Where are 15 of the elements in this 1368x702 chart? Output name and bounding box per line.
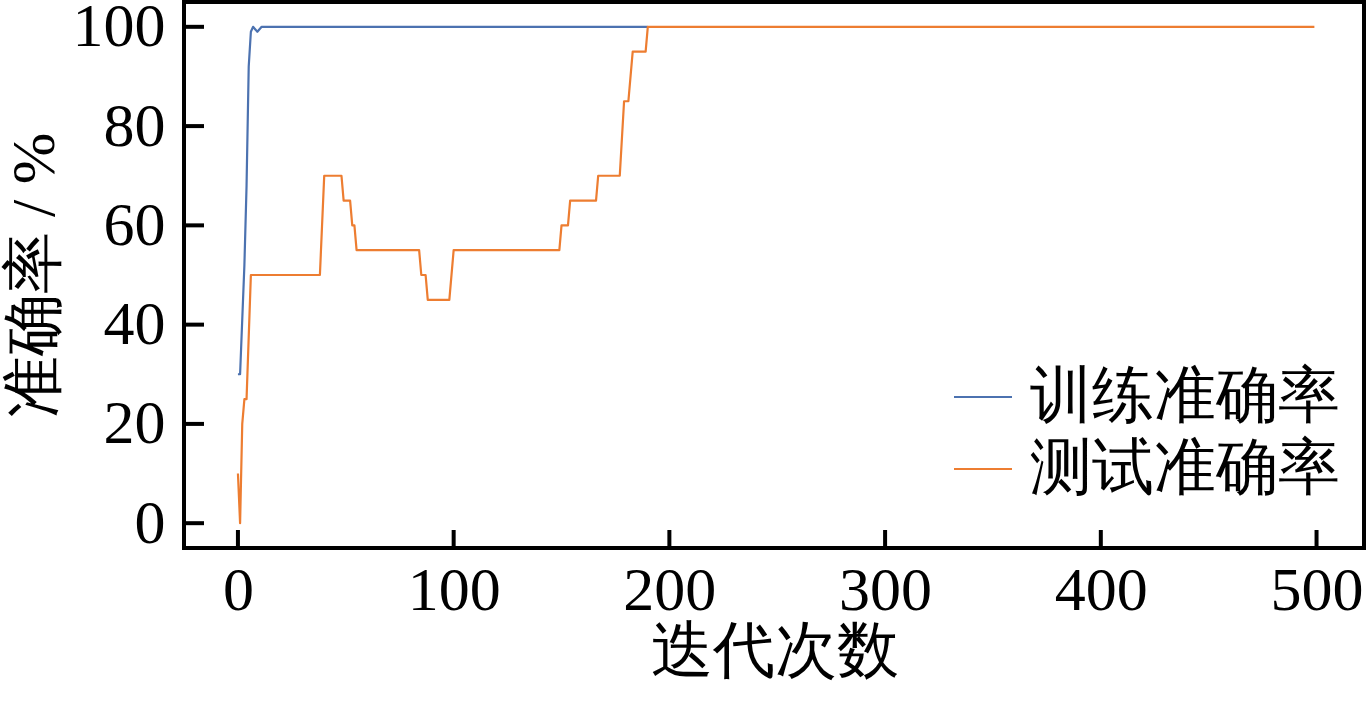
y-tick-label: 40 [103,289,166,358]
x-axis-title: 迭代次数 [650,615,899,684]
y-tick-label: 0 [134,487,166,556]
y-tick-label: 80 [103,90,166,159]
x-tick-label: 100 [407,554,501,623]
y-tick-label: 60 [103,189,166,258]
line-series [236,25,649,376]
y-axis-title: 准确率 / % [0,132,67,419]
y-tick-label: 20 [103,388,166,457]
legend-label: 测试准确率 [1030,433,1340,501]
x-tick-label: 0 [222,554,254,623]
y-tick-label: 100 [72,0,166,60]
x-tick-label: 500 [1270,554,1364,623]
legend-label: 训练准确率 [1030,361,1340,429]
x-tick-label: 400 [1054,554,1148,623]
